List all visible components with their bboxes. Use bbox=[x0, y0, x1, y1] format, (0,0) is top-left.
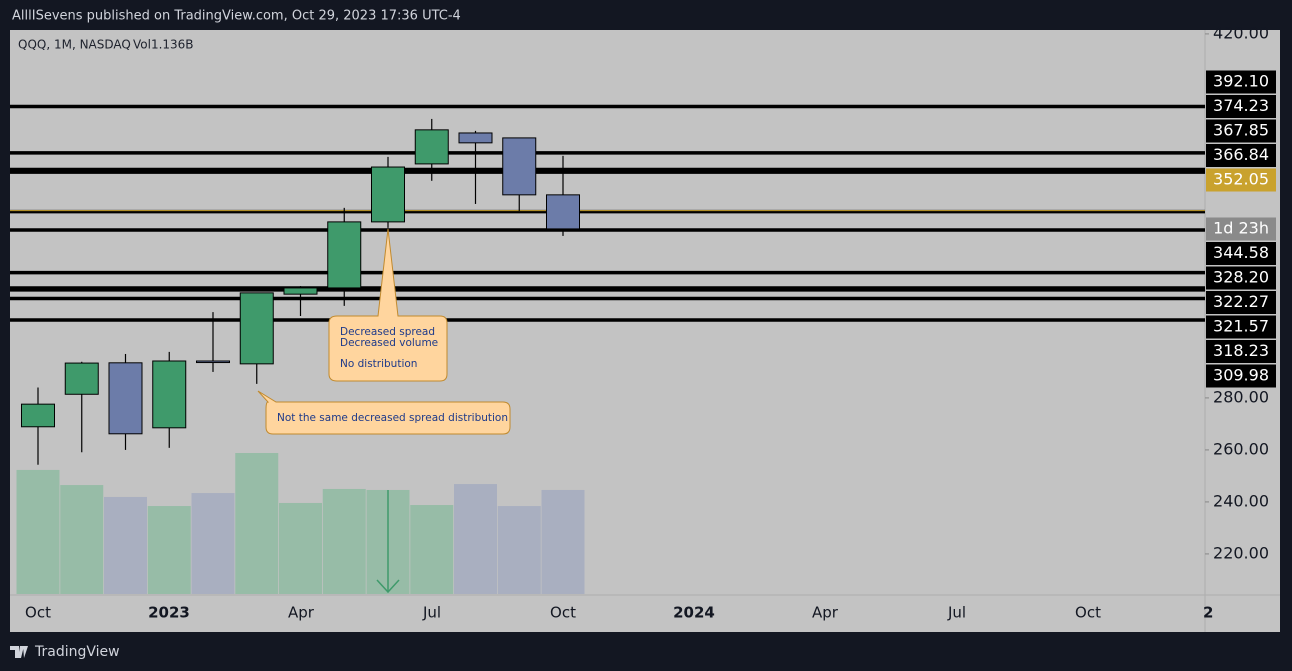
candle-body bbox=[152, 360, 187, 429]
volume-bar bbox=[16, 469, 60, 594]
candle-body bbox=[239, 292, 274, 365]
brand: TradingView bbox=[34, 644, 120, 660]
level-label-box bbox=[1206, 144, 1276, 167]
level-label: 366.84 bbox=[1213, 145, 1269, 164]
volume-bar bbox=[410, 505, 454, 594]
x-tick-label: Jul bbox=[422, 604, 441, 622]
level-label: 344.58 bbox=[1213, 243, 1269, 262]
symbol-title: QQQ, 1M, NASDAQ bbox=[18, 38, 131, 52]
volume-bar bbox=[454, 484, 497, 594]
candle-body bbox=[458, 132, 493, 144]
volume-bar bbox=[235, 453, 279, 594]
x-tick-label: 2 bbox=[1203, 604, 1213, 622]
volume-bar bbox=[104, 496, 147, 594]
last-price-label-box bbox=[1206, 168, 1276, 192]
countdown-label: 1d 23h bbox=[1213, 219, 1269, 238]
candle-body bbox=[64, 362, 99, 395]
x-tick-label: Oct bbox=[550, 604, 576, 622]
y-tick-label: 260.00 bbox=[1213, 439, 1269, 458]
x-tick-label: Oct bbox=[1075, 604, 1101, 622]
level-label-box bbox=[1206, 70, 1276, 94]
y-tick-label: 240.00 bbox=[1213, 491, 1269, 510]
level-label: 392.10 bbox=[1213, 72, 1269, 91]
candle-body bbox=[108, 362, 143, 435]
logo bbox=[10, 646, 28, 658]
y-tick-label: 220.00 bbox=[1213, 543, 1269, 562]
publish-header: AlllISevens published on TradingView.com… bbox=[12, 9, 461, 24]
callout bbox=[257, 390, 511, 435]
volume-bar bbox=[279, 502, 322, 594]
candle-body bbox=[546, 194, 580, 230]
volume-bar bbox=[147, 506, 191, 594]
volume-legend: Vol1.136B bbox=[133, 38, 194, 52]
volume-bar bbox=[497, 506, 541, 594]
volume-bar bbox=[60, 485, 104, 594]
x-tick-label: 2023 bbox=[148, 604, 190, 622]
level-label: 374.23 bbox=[1213, 96, 1269, 115]
level-label-box bbox=[1206, 340, 1276, 363]
level-label: 309.98 bbox=[1213, 366, 1269, 385]
candle-body bbox=[283, 287, 318, 295]
level-label-box bbox=[1206, 364, 1276, 388]
countdown-label-box bbox=[1206, 217, 1276, 241]
volume-layer bbox=[16, 453, 585, 594]
axis-layer: 420.00 280.00 260.00 240.00 220.00 392.10 374.… bbox=[25, 23, 1276, 622]
level-label: 322.27 bbox=[1213, 292, 1269, 311]
candle-body bbox=[327, 221, 362, 289]
candle-body bbox=[502, 137, 537, 196]
x-tick-label: Apr bbox=[288, 604, 315, 622]
candle-body bbox=[196, 360, 230, 364]
level-label: 367.85 bbox=[1213, 121, 1269, 140]
arrow-head bbox=[376, 579, 400, 594]
y-tick-label: 420.00 bbox=[1213, 23, 1269, 42]
level-label-box bbox=[1206, 291, 1276, 314]
level-label: 318.23 bbox=[1213, 341, 1269, 360]
last-price-label: 352.05 bbox=[1213, 170, 1269, 189]
callout-text: Decreased spread bbox=[340, 326, 435, 338]
level-label: 321.57 bbox=[1213, 317, 1269, 336]
candle-body bbox=[414, 129, 449, 165]
x-tick-label: Apr bbox=[812, 604, 839, 622]
level-label-box bbox=[1206, 95, 1276, 118]
candle-body bbox=[21, 403, 55, 428]
level-label-box bbox=[1206, 315, 1276, 339]
volume-bar bbox=[322, 488, 366, 594]
level-label: 328.20 bbox=[1213, 268, 1269, 287]
level-label-box bbox=[1206, 266, 1276, 290]
y-tick-label: 280.00 bbox=[1213, 387, 1269, 406]
x-tick-label: Oct bbox=[25, 604, 51, 622]
callout-text: Not the same decreased spread distributi… bbox=[277, 412, 508, 424]
level-layer bbox=[10, 104, 1205, 322]
candle-body bbox=[371, 166, 405, 223]
candle-layer bbox=[21, 118, 580, 465]
level-label-box bbox=[1206, 119, 1276, 143]
callout bbox=[328, 228, 448, 382]
level-label-box bbox=[1206, 242, 1276, 265]
volume-bar bbox=[191, 493, 235, 594]
callout-text: Decreased volume bbox=[340, 337, 438, 349]
volume-bar bbox=[541, 489, 585, 594]
x-tick-label: Jul bbox=[947, 604, 966, 622]
x-tick-label: 2024 bbox=[673, 604, 715, 622]
callout-text: No distribution bbox=[340, 358, 417, 370]
